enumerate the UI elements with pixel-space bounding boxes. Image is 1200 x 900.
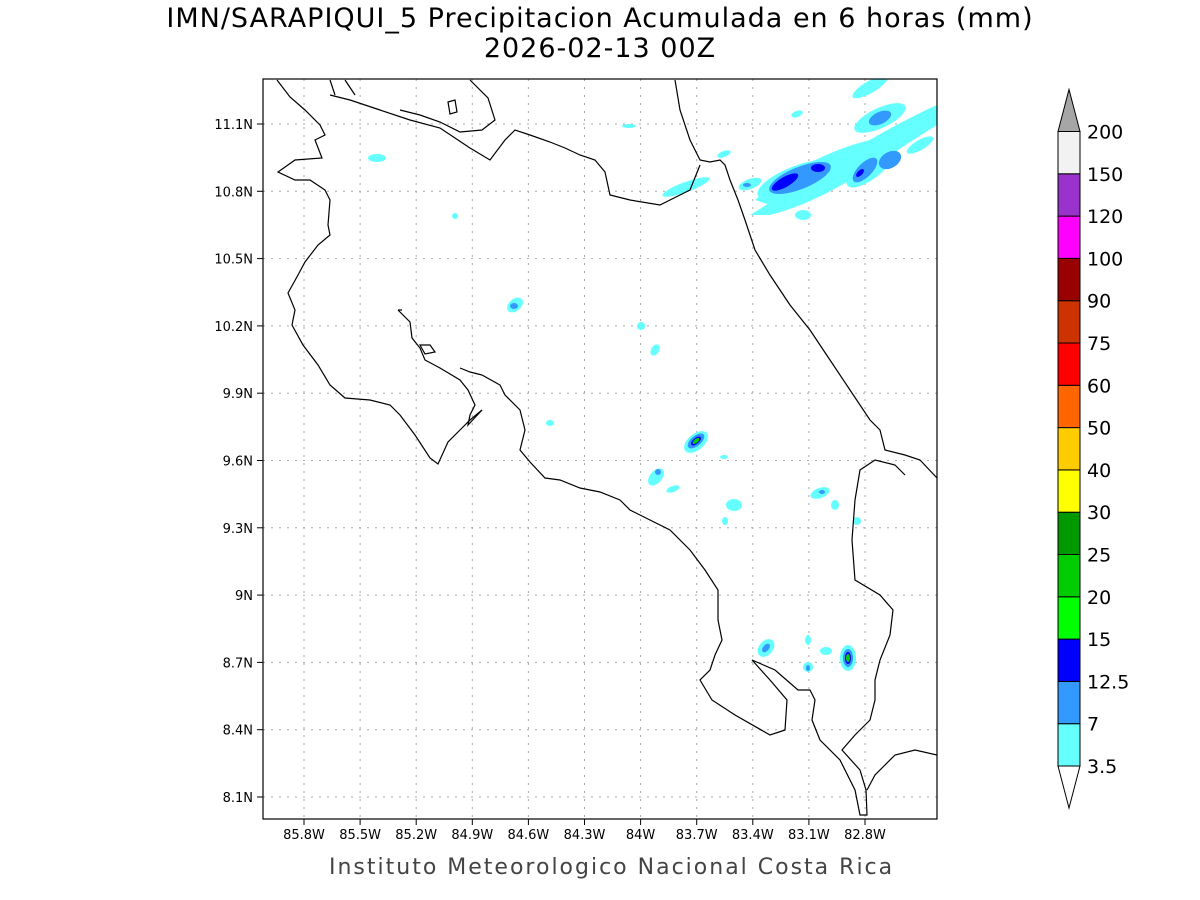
map-title: IMN/SARAPIQUI_5 Precipitacion Acumulada …	[166, 3, 1034, 34]
colorbar-swatch	[1057, 384, 1081, 429]
lat-tick-label: 11.1N	[214, 118, 253, 133]
colorbar-label: 3.5	[1087, 756, 1117, 778]
caribbean-coastline	[674, 79, 937, 479]
colorbar-label: 100	[1087, 248, 1123, 270]
footer-credit: Instituto Meteorologico Nacional Costa R…	[329, 855, 895, 880]
lat-tick-label: 9.6N	[223, 455, 253, 470]
lat-tick-label: 8.4N	[223, 724, 253, 739]
colorbar-below-arrow	[1057, 765, 1081, 810]
colorbar-swatch	[1057, 131, 1081, 175]
lat-tick-label: 10.5N	[214, 253, 253, 268]
colorbar-label: 75	[1087, 333, 1111, 355]
colorbar-label: 25	[1087, 545, 1111, 567]
colorbar-label: 50	[1087, 418, 1111, 440]
lon-tick-label: 84W	[626, 828, 656, 843]
lake-nicaragua-shore	[329, 79, 496, 133]
colorbar-label: 7	[1087, 714, 1099, 736]
colorbar-swatch	[1057, 554, 1081, 598]
colorbar-swatch	[1057, 427, 1081, 471]
colorbar-swatch	[1057, 257, 1081, 302]
colorbar-swatch	[1057, 680, 1081, 725]
precipitation-contours	[368, 79, 937, 672]
lon-tick-label: 85.2W	[395, 828, 437, 843]
colorbar-swatch	[1057, 511, 1081, 556]
lat-tick-label: 9.9N	[223, 387, 253, 402]
colorbar-label: 60	[1087, 375, 1111, 397]
lon-tick-label: 83.4W	[732, 828, 774, 843]
colorbar: 3.5 7 12.5 15 20 25 30 40 50 60 75 90 100 120 150 200	[1057, 87, 1129, 810]
lon-tick-label: 85.8W	[283, 828, 325, 843]
colorbar-swatch	[1057, 173, 1081, 217]
lat-tick-label: 9.3N	[223, 522, 253, 537]
colorbar-swatch	[1057, 723, 1081, 767]
colorbar-label: 200	[1087, 122, 1123, 144]
colorbar-label: 120	[1087, 206, 1123, 228]
rain-band-northeast	[662, 79, 937, 220]
colorbar-label: 40	[1087, 460, 1111, 482]
longitude-ticks: 85.8W 85.5W 85.2W 84.9W 84.6W 84.3W 84W 83.7W 83…	[283, 819, 886, 843]
gulf-of-nicoya	[397, 309, 937, 816]
latitude-ticks: 11.1N 10.8N 10.5N 10.2N 9.9N 9.6N 9.3N 9N 8.7N 8.…	[214, 118, 263, 806]
lat-tick-label: 9N	[235, 589, 253, 604]
colorbar-label: 30	[1087, 502, 1111, 524]
lat-tick-label: 8.1N	[223, 791, 253, 806]
lat-tick-label: 10.2N	[214, 320, 253, 335]
colorbar-swatch	[1057, 596, 1081, 640]
colorbar-label: 12.5	[1087, 671, 1129, 693]
colorbar-swatch	[1057, 469, 1081, 513]
lat-tick-label: 10.8N	[214, 185, 253, 200]
lon-tick-label: 84.3W	[564, 828, 606, 843]
rain-cells-scattered	[368, 124, 861, 672]
pacific-coastline	[276, 79, 483, 465]
colorbar-swatch	[1057, 342, 1081, 386]
lon-tick-label: 82.8W	[844, 828, 886, 843]
lon-tick-label: 85.5W	[339, 828, 381, 843]
nicaragua-border	[329, 94, 701, 206]
lon-tick-label: 84.6W	[507, 828, 549, 843]
colorbar-label: 20	[1087, 587, 1111, 609]
colorbar-label: 90	[1087, 291, 1111, 313]
colorbar-swatch	[1057, 215, 1081, 259]
lat-tick-label: 8.7N	[223, 656, 253, 671]
map-subtitle: 2026-02-13 00Z	[483, 33, 717, 64]
lon-tick-label: 83.7W	[676, 828, 718, 843]
colorbar-swatch	[1057, 638, 1081, 682]
lon-tick-label: 83.1W	[788, 828, 830, 843]
map-frame	[262, 78, 938, 820]
colorbar-above-arrow	[1057, 87, 1081, 132]
colorbar-label: 15	[1087, 629, 1111, 651]
coastlines-borders	[276, 79, 937, 816]
grid-lines	[263, 79, 937, 819]
lon-tick-label: 84.9W	[451, 828, 493, 843]
colorbar-label: 150	[1087, 164, 1123, 186]
colorbar-swatch	[1057, 300, 1081, 344]
